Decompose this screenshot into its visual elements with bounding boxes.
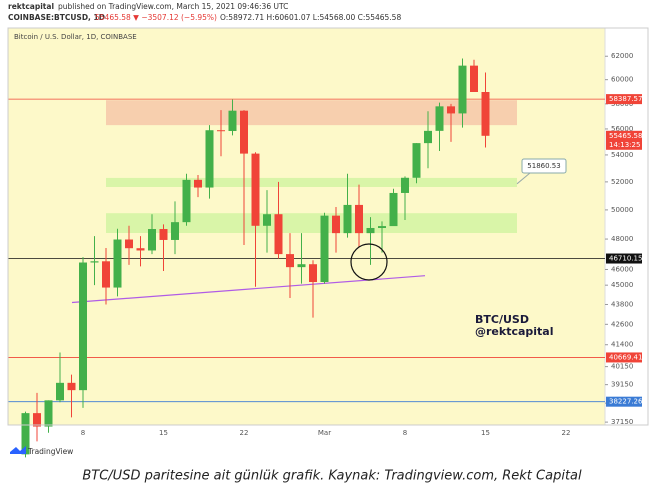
callout-line [516,172,531,185]
level-label: 40669.41 [609,353,642,361]
candle-body [228,110,237,131]
zone [106,213,517,233]
level-label: 46710.15 [609,255,642,263]
candle-body [470,65,478,92]
chart-border [7,27,649,426]
y-tick-label: 56000 [611,125,633,133]
candle-body [320,215,329,283]
candle-body [217,130,225,132]
watermark: BTC/USD [475,313,529,326]
ohlc: O:58972.71 H:60601.07 L:54568.00 C:55465… [220,13,401,22]
countdown: 14:13:25 [609,141,640,149]
y-tick-label: 39150 [611,381,633,389]
candle-body [355,204,363,234]
y-tick-label: 62000 [611,52,633,60]
candle-body [194,179,202,188]
logo: TradingView [10,446,73,456]
y-tick-label: 48000 [611,235,633,243]
callout-box [521,158,567,174]
candle-body [447,106,455,114]
candle-body [90,261,99,263]
published: published on TradingView.com, March 15, … [58,2,288,11]
price-label: 55465.58 [609,132,642,140]
candle-body [366,227,375,234]
candle-body [159,229,168,240]
y-tick-label: 40150 [611,363,633,371]
level-label: 58387.57 [609,95,642,103]
highlight-circle [350,243,388,281]
candle-body [148,229,156,251]
symbol: COINBASE:BTCUSD, 1D [8,13,105,22]
candle-body [21,413,30,455]
x-tick-label: 8 [81,429,85,437]
y-tick-label: 37150 [611,418,633,426]
x-tick-label: Mar [318,429,331,437]
candle-body [136,248,145,251]
candle-body [274,214,283,255]
x-tick-label: 22 [240,429,249,437]
candle-body [343,204,352,234]
candle-body [56,382,64,401]
candle-body [481,91,490,136]
y-tick-label: 50000 [611,206,633,214]
candle-body [102,261,110,288]
y-tick-label: 52000 [611,178,633,186]
y-tick-label: 41400 [611,341,633,349]
candle-body [125,239,133,249]
x-tick-label: 15 [159,429,168,437]
candle-body [205,130,214,188]
x-tick-label: 8 [403,429,407,437]
quote: 55465.58 ▼ −3507.12 (−5.95%) [95,13,217,22]
candle-body [182,179,191,223]
y-tick-label: 60000 [611,76,633,84]
candle-body [458,65,467,114]
level-label: 38227.26 [609,398,643,406]
candle-body [171,222,179,240]
caption: BTC/USD paritesine ait günlük grafik. Ka… [82,469,582,484]
candle-body [297,264,306,268]
candle-body [412,143,421,178]
candle-body [113,239,122,288]
candle-body [67,382,76,391]
candle-body [401,177,409,193]
candle-body [286,254,294,268]
y-tick-label: 45000 [611,281,633,289]
candle-body [378,226,386,228]
level-label-bg [606,253,642,264]
candle-body [79,262,87,391]
candle-body [44,400,53,427]
callout-text: 51860.53 [527,162,560,170]
watermark: @rektcapital [475,325,554,338]
y-tick-label: 43800 [611,300,633,308]
chart-title: Bitcoin / U.S. Dollar, 1D, COINBASE [14,33,137,41]
candle-body [309,264,317,283]
candle-body [424,130,432,144]
candle-body [389,192,398,227]
candle-body [33,413,41,427]
author: rektcapital [8,2,54,11]
y-tick-label: 54000 [611,151,633,159]
y-tick-label: 46000 [611,265,633,273]
level-label-bg [606,396,642,407]
logo-icon [10,446,26,454]
price-label-bg [606,130,642,150]
zone [106,177,517,187]
level-label-bg [606,352,642,363]
y-tick-label: 42600 [611,320,633,328]
level-label-bg [606,94,642,105]
candle-body [435,106,444,131]
x-tick-label: 15 [481,429,490,437]
candle-body [263,214,271,226]
logo-text: TradingView [27,447,73,456]
zone [106,100,517,126]
candle-body [332,215,340,234]
candle-body [251,153,260,226]
candle-body [240,110,248,154]
x-tick-label: 22 [562,429,571,437]
